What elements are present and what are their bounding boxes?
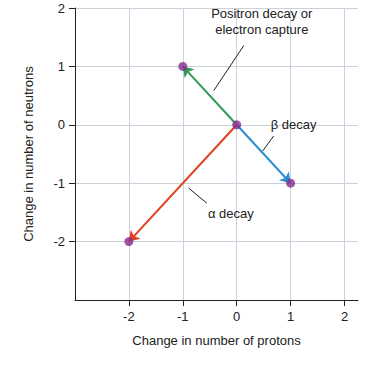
svg-text:β decay: β decay <box>271 117 317 132</box>
svg-text:2: 2 <box>341 309 348 324</box>
svg-text:α decay: α decay <box>208 206 254 221</box>
svg-text:1: 1 <box>58 59 65 74</box>
svg-text:2: 2 <box>58 1 65 16</box>
svg-text:-1: -1 <box>177 309 189 324</box>
svg-text:0: 0 <box>233 309 240 324</box>
svg-text:-2: -2 <box>53 234 65 249</box>
svg-text:-1: -1 <box>53 176 65 191</box>
svg-text:Positron decay or: Positron decay or <box>211 6 313 21</box>
svg-text:1: 1 <box>287 309 294 324</box>
svg-text:Change in number of protons: Change in number of protons <box>132 333 301 348</box>
svg-text:electron capture: electron capture <box>215 22 308 37</box>
svg-text:-2: -2 <box>123 309 135 324</box>
svg-text:0: 0 <box>58 117 65 132</box>
svg-text:Change in number of neutrons: Change in number of neutrons <box>21 66 36 242</box>
